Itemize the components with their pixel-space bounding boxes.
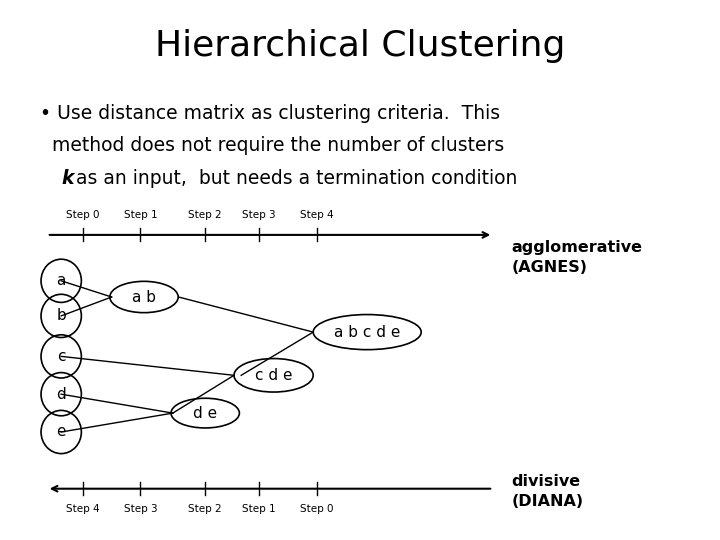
- Text: b: b: [56, 308, 66, 323]
- Text: Step 4: Step 4: [300, 210, 333, 220]
- Text: Step 1: Step 1: [124, 210, 157, 220]
- Text: method does not require the number of clusters: method does not require the number of cl…: [40, 136, 504, 156]
- Text: d: d: [56, 387, 66, 402]
- Text: Step 0: Step 0: [300, 504, 333, 514]
- Text: as an input,  but needs a termination condition: as an input, but needs a termination con…: [70, 168, 517, 188]
- Text: Step 3: Step 3: [243, 210, 276, 220]
- Text: k: k: [61, 168, 73, 188]
- Text: a: a: [56, 273, 66, 288]
- Text: agglomerative
(AGNES): agglomerative (AGNES): [511, 240, 642, 275]
- Text: a b c d e: a b c d e: [334, 325, 400, 340]
- Text: Step 2: Step 2: [189, 504, 222, 514]
- Text: Step 2: Step 2: [189, 210, 222, 220]
- Text: Step 0: Step 0: [66, 210, 99, 220]
- Text: Step 1: Step 1: [243, 504, 276, 514]
- Text: a b: a b: [132, 289, 156, 305]
- Text: d e: d e: [193, 406, 217, 421]
- Text: Step 3: Step 3: [124, 504, 157, 514]
- Text: • Use distance matrix as clustering criteria.  This: • Use distance matrix as clustering crit…: [40, 104, 500, 123]
- Text: e: e: [56, 424, 66, 440]
- Text: Step 4: Step 4: [66, 504, 99, 514]
- Text: c d e: c d e: [255, 368, 292, 383]
- Text: Hierarchical Clustering: Hierarchical Clustering: [155, 29, 565, 63]
- Text: divisive
(DIANA): divisive (DIANA): [511, 474, 583, 509]
- Text: c: c: [57, 349, 66, 364]
